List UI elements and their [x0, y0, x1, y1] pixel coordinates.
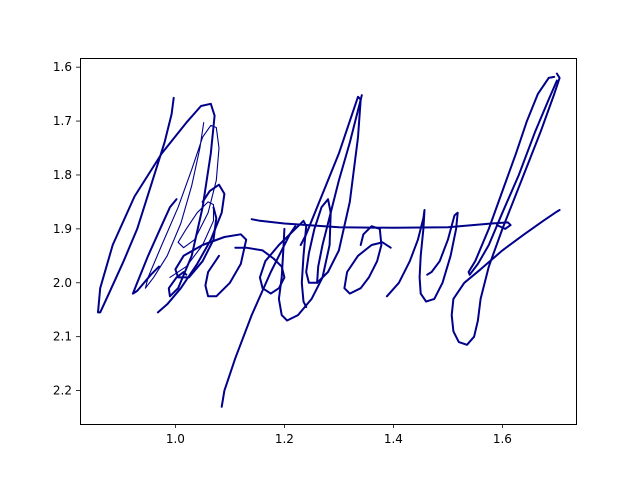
signature-stroke-8 — [277, 95, 362, 322]
y-tick-label: 2.2 — [53, 384, 72, 398]
y-tick-label: 2.0 — [53, 276, 72, 290]
plot-lines — [97, 72, 561, 408]
y-tick-label: 1.9 — [53, 222, 72, 236]
y-tick-label: 1.6 — [53, 60, 72, 74]
signature-stroke-12 — [385, 209, 459, 303]
signature-stroke-11 — [343, 225, 392, 295]
x-tick-label: 1.4 — [384, 432, 403, 446]
signature-stroke-6 — [234, 225, 297, 295]
signature-stroke-5 — [174, 206, 248, 298]
signature-stroke-2 — [144, 122, 220, 289]
y-axis: 1.6 1.7 1.8 1.9 2.0 2.1 2.2 — [53, 60, 80, 398]
signature-stroke-1 — [97, 96, 216, 314]
plot-frame — [80, 58, 577, 425]
signature-stroke-9 — [316, 94, 363, 284]
signature-stroke-14 — [467, 75, 558, 276]
signature-stroke-13 — [450, 72, 561, 346]
y-tick-label: 1.7 — [53, 114, 72, 128]
signature-stroke-3 — [131, 198, 178, 295]
y-tick-label: 1.8 — [53, 168, 72, 182]
x-axis: 1.0 1.2 1.4 1.6 — [166, 424, 512, 446]
signature-stroke-7 — [220, 219, 308, 408]
x-tick-label: 1.0 — [166, 432, 185, 446]
x-tick-label: 1.2 — [275, 432, 294, 446]
x-tick-label: 1.6 — [493, 432, 512, 446]
y-tick-label: 2.1 — [53, 330, 72, 344]
signature-stroke-10 — [250, 218, 512, 230]
